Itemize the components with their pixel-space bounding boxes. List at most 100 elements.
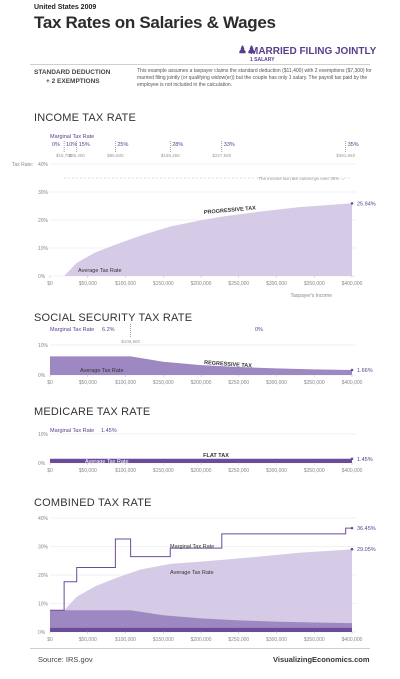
social-security-x-tick-label: $350,000: [304, 380, 325, 386]
income-x-tick-label: $150,000: [153, 281, 174, 287]
combined-x-tick-label: $150,000: [153, 637, 174, 643]
combined-x-tick-label: $0: [47, 637, 53, 643]
income-bracket-threshold: $35,400: [69, 153, 86, 158]
filing-status-label: MARRIED FILING JOINTLY: [250, 46, 377, 57]
income-curve-label: PROGRESSIVE TAX: [204, 205, 257, 216]
income-x-tick-label: $0: [47, 281, 53, 287]
combined-marginal-label: Marginal Tax Rate: [170, 544, 214, 550]
combined-average-label: Average Tax Rate: [170, 570, 214, 576]
medicare-y-tick-label: 10%: [38, 432, 49, 438]
income-y-tick-label: 30%: [38, 190, 49, 196]
page-title: Tax Rates on Salaries & Wages: [34, 13, 276, 32]
social-security-end-point: [350, 368, 354, 372]
medicare-average-label: Average Tax Rate: [85, 459, 129, 465]
medicare-x-tick-label: $100,000: [115, 468, 136, 474]
medicare-x-tick-label: $50,000: [79, 468, 97, 474]
income-x-tick-label: $200,000: [191, 281, 212, 287]
income-bracket-rate: 35%: [348, 142, 359, 148]
income-x-tick-label: $300,000: [266, 281, 287, 287]
medicare-x-tick-label: $250,000: [228, 468, 249, 474]
report-year: United States 2009: [34, 4, 97, 11]
standard-deduction-label: STANDARD DEDUCTION: [34, 69, 111, 76]
combined-y-tick-label: 20%: [38, 573, 49, 579]
income-bracket-threshold: $86,600: [107, 153, 124, 158]
income-bracket-rate: 0%: [52, 142, 60, 148]
social-security-rate-2: 0%: [255, 327, 263, 333]
footer-divider: [30, 648, 370, 649]
combined-marginal-end-point: [350, 526, 354, 530]
income-y-tick-label: 20%: [38, 218, 49, 224]
exemptions-label: + 2 EXEMPTIONS: [46, 78, 100, 85]
income-tax-title: INCOME TAX RATE: [34, 112, 137, 124]
income-y-tick-label: 40%: [38, 162, 49, 168]
social-security-marginal-header: Marginal Tax Rate: [50, 327, 94, 333]
income-cap-note: The income tax rate cannot go over 35% →: [258, 176, 345, 181]
filing-status-sub: 1 SALARY: [250, 57, 275, 63]
social-security-x-tick-label: $300,000: [266, 380, 287, 386]
combined-x-tick-label: $300,000: [266, 637, 287, 643]
combined-x-tick-label: $100,000: [115, 637, 136, 643]
income-x-tick-label: $100,000: [115, 281, 136, 287]
source-label: Source: IRS.gov: [38, 655, 93, 664]
medicare-x-tick-label: $0: [47, 468, 53, 474]
income-x-tick-label: $250,000: [228, 281, 249, 287]
medicare-x-tick-label: $350,000: [304, 468, 325, 474]
medicare-area: [50, 458, 352, 463]
combined-medicare-area: [50, 627, 352, 632]
medicare-end-point: [350, 457, 354, 461]
combined-average-end-value: 29.05%: [357, 547, 376, 553]
social-security-x-tick-label: $100,000: [115, 380, 136, 386]
income-bracket-rate: 33%: [224, 142, 235, 148]
social-security-area: [50, 356, 352, 375]
medicare-x-tick-label: $200,000: [191, 468, 212, 474]
medicare-x-tick-label: $300,000: [266, 468, 287, 474]
income-x-tick-label: $50,000: [79, 281, 97, 287]
social-security-x-tick-label: $0: [47, 380, 53, 386]
medicare-x-tick-label: $150,000: [153, 468, 174, 474]
combined-title: COMBINED TAX RATE: [34, 497, 152, 509]
header-divider: [30, 64, 370, 65]
medicare-y-tick-label: 0%: [38, 461, 46, 467]
combined-average-end-point: [350, 547, 354, 551]
income-bracket-rate: 10%: [66, 142, 77, 148]
social-security-rate-1: 6.2%: [102, 327, 115, 333]
combined-social-security-area: [50, 610, 352, 632]
brand-label: VisualizingEconomics.com: [273, 655, 370, 664]
social-security-x-tick-label: $250,000: [228, 380, 249, 386]
social-security-x-tick-label: $150,000: [153, 380, 174, 386]
combined-x-tick-label: $400,000: [342, 637, 363, 643]
income-bracket-rate: 15%: [79, 142, 90, 148]
medicare-end-value: 1.45%: [357, 457, 373, 463]
income-y-tick-label: 10%: [38, 246, 49, 252]
income-x-tick-label: $400,000: [342, 281, 363, 287]
social-security-y-tick-label: 0%: [38, 373, 46, 379]
combined-y-tick-label: 30%: [38, 545, 49, 551]
combined-x-tick-label: $200,000: [191, 637, 212, 643]
income-end-value: 25.94%: [357, 201, 376, 207]
income-y-axis-title: Tax Rate:: [12, 162, 33, 168]
combined-y-tick-label: 10%: [38, 602, 49, 608]
income-x-axis-title: Taxpayer's Income: [290, 293, 332, 299]
social-security-y-tick-label: 10%: [38, 343, 49, 349]
assumption-description: This example assumes a taxpayer claims t…: [137, 68, 372, 88]
medicare-curve-label: FLAT TAX: [203, 453, 229, 459]
social-security-threshold-label: $106,800: [121, 339, 140, 344]
combined-y-tick-label: 40%: [38, 516, 49, 522]
income-bracket-threshold: $18,700: [56, 153, 73, 158]
income-x-tick-label: $350,000: [304, 281, 325, 287]
income-bracket-rate: 28%: [172, 142, 183, 148]
combined-x-tick-label: $350,000: [304, 637, 325, 643]
combined-marginal-line: [50, 527, 352, 611]
income-average-area: [50, 203, 352, 276]
income-bracket-threshold: $159,250: [161, 153, 180, 158]
combined-x-tick-label: $50,000: [79, 637, 97, 643]
medicare-marginal-header: Marginal Tax Rate: [50, 428, 94, 434]
social-security-x-tick-label: $400,000: [342, 380, 363, 386]
medicare-title: MEDICARE TAX RATE: [34, 406, 151, 418]
filing-status: ♟♟ MARRIED FILING JOINTLY 1 SALARY: [238, 45, 380, 63]
income-bracket-rate: 25%: [117, 142, 128, 148]
couple-icon: ♟♟: [238, 45, 256, 56]
income-average-label: Average Tax Rate: [78, 268, 122, 274]
social-security-x-tick-label: $200,000: [191, 380, 212, 386]
